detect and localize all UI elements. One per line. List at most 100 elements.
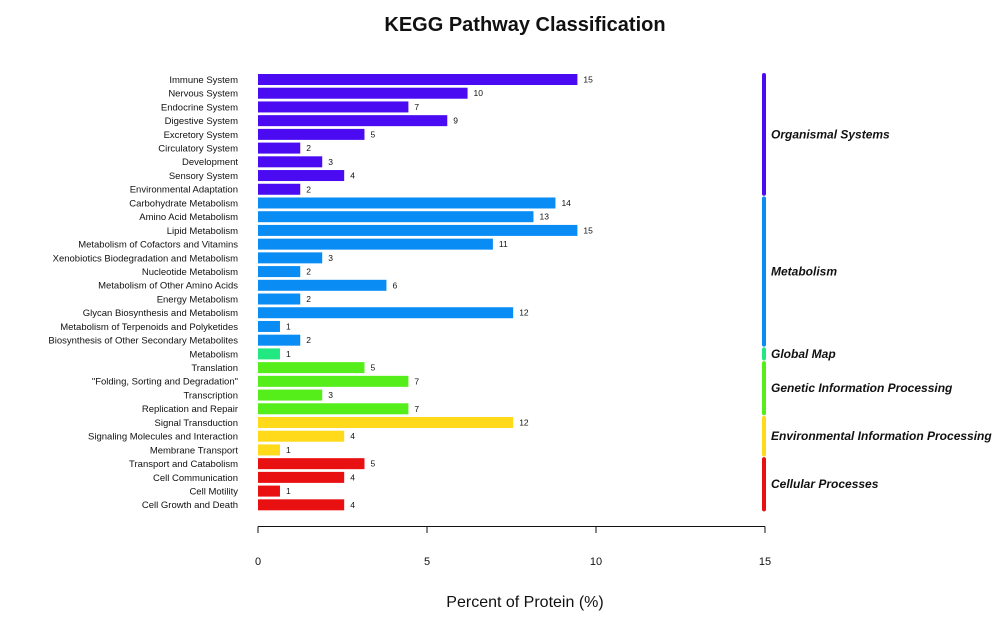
bar [258, 252, 323, 264]
category-labels: Immune System Nervous System Endocrine Sys… [48, 75, 238, 511]
category-label: Translation [191, 363, 238, 374]
value-label: 1 [286, 321, 291, 331]
category-label: Replication and Repair [142, 404, 238, 415]
category-label: Signaling Molecules and Interaction [88, 432, 238, 443]
category-label: Biosynthesis of Other Secondary Metaboli… [48, 336, 238, 347]
group-label: Cellular Processes [771, 477, 879, 491]
bar [258, 115, 448, 127]
x-tick-label: 10 [590, 556, 602, 568]
bar [258, 320, 280, 332]
value-label: 7 [414, 102, 419, 112]
bar [258, 224, 578, 236]
bar [258, 170, 345, 182]
bar [258, 74, 578, 85]
value-label: 5 [370, 129, 375, 139]
bar [258, 307, 514, 319]
category-label: Sensory System [169, 171, 238, 182]
category-label: Carbohydrate Metabolism [129, 198, 238, 209]
category-label: Environmental Adaptation [130, 185, 238, 196]
value-label: 7 [414, 376, 419, 386]
value-label: 4 [350, 171, 355, 181]
value-label: 2 [306, 143, 311, 153]
category-label: Circulatory System [158, 144, 238, 155]
bar [258, 485, 280, 497]
value-label: 2 [306, 184, 311, 194]
value-label: 9 [453, 116, 458, 126]
category-label: Immune System [169, 75, 238, 86]
x-tick-label: 0 [255, 556, 261, 568]
group-brackets: Organismal Systems Metabolism Global Map Ge… [762, 73, 992, 512]
category-label: Excretory System [164, 130, 239, 141]
category-label: Nucleotide Metabolism [142, 267, 238, 278]
category-label: Xenobiotics Biodegradation and Metabolis… [53, 253, 238, 264]
group-label: Organismal Systems [771, 127, 890, 141]
category-label: Metabolism of Cofactors and Vitamins [78, 240, 238, 251]
value-label: 13 [539, 212, 549, 222]
bar [258, 101, 409, 113]
value-label: 3 [328, 157, 333, 167]
value-label: 12 [519, 418, 529, 428]
group-label: Metabolism [771, 265, 837, 279]
category-label: Nervous System [168, 89, 238, 100]
category-label: Endocrine System [161, 102, 238, 113]
bar [258, 128, 365, 140]
value-label: 4 [350, 431, 355, 441]
bar [258, 417, 514, 428]
value-label: 7 [414, 404, 419, 414]
value-label: 2 [306, 294, 311, 304]
bar [258, 211, 534, 223]
value-label: 3 [328, 253, 333, 263]
value-label: 5 [370, 459, 375, 469]
value-label: 1 [286, 445, 291, 455]
bar [258, 87, 468, 99]
chart-title: KEGG Pathway Classification [384, 14, 665, 36]
category-label: Energy Metabolism [157, 294, 238, 305]
bar [258, 403, 409, 415]
bar [258, 142, 301, 154]
category-label: Cell Motility [189, 487, 238, 498]
value-label: 2 [306, 335, 311, 345]
bar [258, 444, 280, 456]
category-label: Glycan Biosynthesis and Metabolism [83, 308, 238, 319]
value-label: 6 [392, 280, 397, 290]
bar [258, 279, 387, 291]
value-label: 15 [583, 225, 593, 235]
x-tick-label: 5 [424, 556, 430, 568]
category-label: Metabolism of Terpenoids and Polyketides [60, 322, 238, 333]
value-label: 3 [328, 390, 333, 400]
category-label: Signal Transduction [155, 418, 238, 429]
x-axis: 0 5 10 15 [255, 526, 771, 568]
category-label: Lipid Metabolism [167, 226, 238, 237]
bar [258, 348, 280, 360]
value-label: 15 [583, 75, 593, 85]
category-label: Membrane Transport [150, 445, 239, 456]
category-label: Metabolism [189, 349, 238, 360]
value-label: 1 [286, 486, 291, 496]
value-label: 5 [370, 363, 375, 373]
bar [258, 499, 345, 511]
bar [258, 430, 345, 442]
value-label: 1 [286, 349, 291, 359]
category-label: Transcription [183, 390, 238, 401]
group-label: Environmental Information Processing [771, 429, 992, 443]
value-label: 2 [306, 267, 311, 277]
group-label: Global Map [771, 347, 836, 361]
x-axis-title: Percent of Protein (%) [446, 594, 603, 611]
bar [258, 458, 365, 470]
value-label: 10 [474, 88, 484, 98]
value-label: 4 [350, 500, 355, 510]
category-label: Amino Acid Metabolism [139, 212, 238, 223]
bar [258, 197, 556, 209]
bar [258, 238, 493, 250]
bar [258, 375, 409, 387]
x-tick-label: 15 [759, 556, 771, 568]
bar [258, 362, 365, 374]
category-label: Development [182, 157, 238, 168]
value-label: 14 [561, 198, 571, 208]
bars-layer [258, 74, 578, 511]
category-label: Transport and Catabolism [129, 459, 238, 470]
bar [258, 156, 323, 168]
bar [258, 183, 301, 195]
